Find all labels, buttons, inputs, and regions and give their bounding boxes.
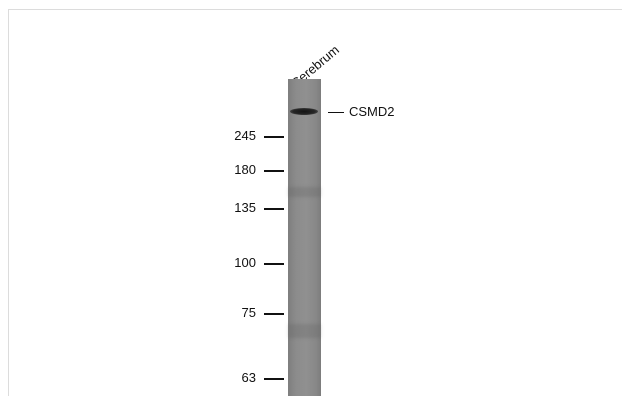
blot-lane: [288, 79, 321, 396]
marker-tick: [264, 170, 284, 172]
marker-label: 180: [234, 162, 256, 177]
marker-tick: [264, 263, 284, 265]
marker-label: 100: [234, 255, 256, 270]
marker-tick: [264, 313, 284, 315]
band-annotation-label: CSMD2: [349, 104, 395, 119]
band-annotation-line: [328, 112, 344, 113]
marker-label: 245: [234, 128, 256, 143]
marker-tick: [264, 378, 284, 380]
marker-tick: [264, 136, 284, 138]
marker-100: 100: [200, 256, 286, 270]
marker-135: 135: [200, 201, 286, 215]
marker-180: 180: [200, 163, 286, 177]
marker-label: 63: [241, 370, 256, 385]
frame-border-top: [8, 9, 622, 10]
marker-label: 75: [241, 305, 256, 320]
protein-band: [290, 108, 318, 115]
marker-label: 135: [234, 200, 256, 215]
lane-faint-smear: [288, 187, 321, 197]
lane-faint-smear: [288, 324, 321, 338]
marker-75: 75: [200, 306, 286, 320]
marker-63: 63: [200, 371, 286, 385]
frame-border-left: [8, 9, 9, 396]
marker-tick: [264, 208, 284, 210]
marker-245: 245: [200, 129, 286, 143]
